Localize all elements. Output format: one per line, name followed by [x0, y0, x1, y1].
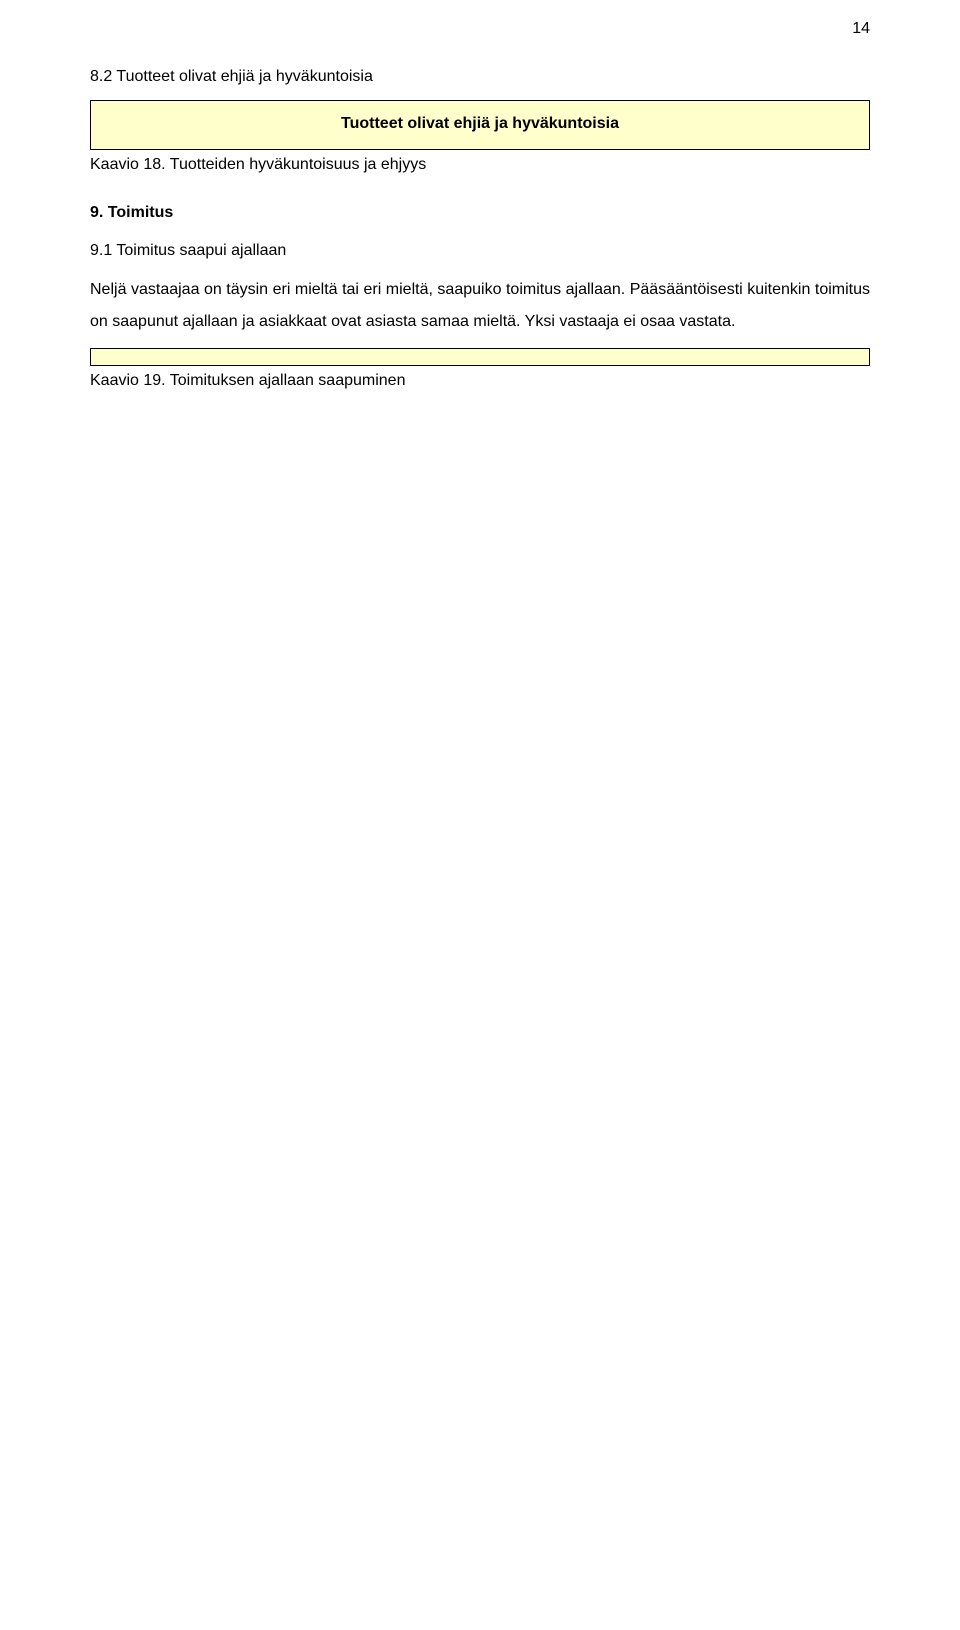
section-9-heading: 9. Toimitus [90, 204, 870, 222]
chart2-box [90, 348, 870, 366]
section-8-2-heading: 8.2 Tuotteet olivat ehjiä ja hyväkuntois… [90, 68, 870, 86]
chart2-caption: Kaavio 19. Toimituksen ajallaan saapumin… [90, 372, 870, 390]
chart1-caption: Kaavio 18. Tuotteiden hyväkuntoisuus ja … [90, 156, 870, 174]
section-9-1-paragraph: Neljä vastaajaa on täysin eri mieltä tai… [90, 274, 870, 338]
page-number: 14 [852, 20, 870, 38]
chart-title: Tuotteet olivat ehjiä ja hyväkuntoisia [105, 115, 855, 133]
chart1-box: Tuotteet olivat ehjiä ja hyväkuntoisia [90, 100, 870, 150]
section-9-1-heading: 9.1 Toimitus saapui ajallaan [90, 242, 870, 260]
